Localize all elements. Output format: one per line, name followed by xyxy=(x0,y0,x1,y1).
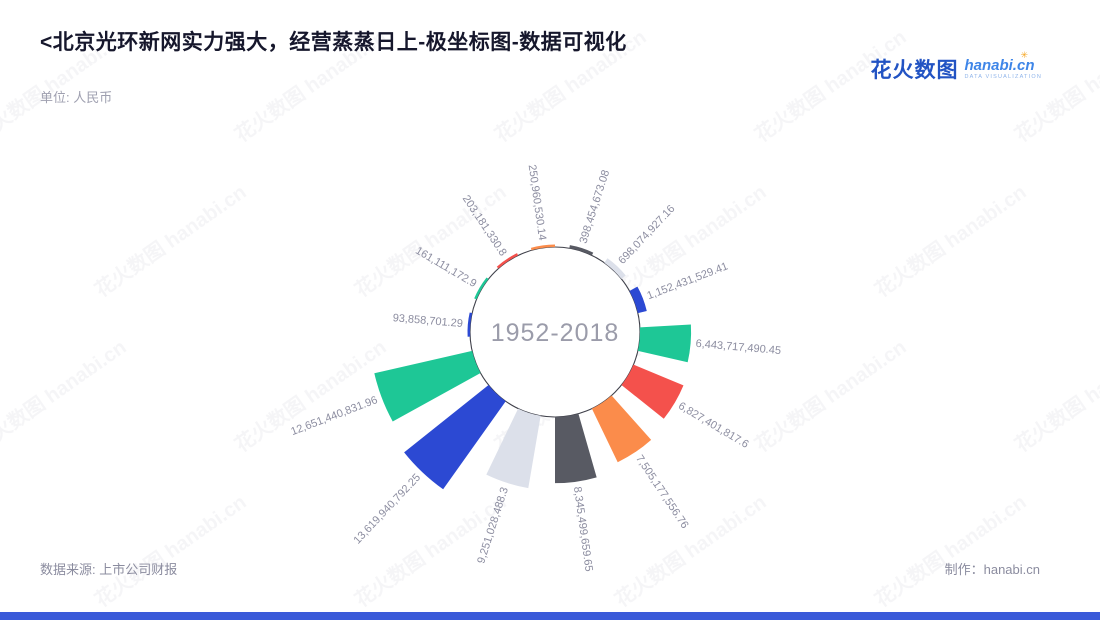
credit-note: 制作：hanabi.cn xyxy=(944,562,1040,577)
logo-en-text: hanabi.cn xyxy=(964,56,1035,74)
polar-bar[interactable] xyxy=(569,245,594,256)
bar-value-label: 250,960,530.14 xyxy=(526,164,549,241)
polar-bar[interactable] xyxy=(629,286,647,314)
bar-value-label: 12,651,440,831.96 xyxy=(289,394,379,438)
polar-bar[interactable] xyxy=(637,324,692,363)
polar-bar[interactable] xyxy=(467,312,473,337)
bar-value-label: 203,181,330.8 xyxy=(460,193,509,258)
bar-value-label: 6,827,401,817.6 xyxy=(676,400,751,451)
logo-sparkle-icon: ✳ xyxy=(1020,49,1028,60)
polar-bar[interactable] xyxy=(621,364,684,419)
bar-value-label: 698,074,927.16 xyxy=(616,203,677,267)
polar-bar[interactable] xyxy=(374,350,481,422)
polar-bar[interactable] xyxy=(486,408,541,489)
polar-bar[interactable] xyxy=(496,253,519,269)
polar-bar[interactable] xyxy=(555,413,597,484)
bottom-accent-bar xyxy=(0,612,1100,620)
bar-value-label: 1,152,431,529.41 xyxy=(645,260,729,302)
polar-bar[interactable] xyxy=(474,277,489,300)
bar-value-label: 6,443,717,490.45 xyxy=(695,338,781,357)
logo-subtitle-text: DATA VISUALIZATION xyxy=(964,73,1042,80)
bar-value-label: 8,345,499,659.65 xyxy=(571,486,595,572)
bar-value-label: 161,111,172.9 xyxy=(413,245,478,290)
bar-value-label: 93,858,701.29 xyxy=(392,312,463,330)
polar-bar[interactable] xyxy=(591,395,652,463)
bar-value-label: 7,505,177,556.76 xyxy=(633,453,691,531)
polar-bar[interactable] xyxy=(604,258,626,279)
polar-bar[interactable] xyxy=(404,385,506,490)
bar-value-label: 13,619,940,792.25 xyxy=(351,472,423,547)
page-title: <北京光环新网实力强大，经营蒸蒸日上-极坐标图-数据可视化 xyxy=(40,31,627,54)
hanabi-logo: 花火数图 ✳ hanabi.cn DATA VISUALIZATION xyxy=(870,49,1042,84)
data-source-note: 数据来源: 上市公司财报 xyxy=(40,562,178,577)
bar-value-label: 9,251,028,488.3 xyxy=(475,486,511,565)
center-year-label: 1952-2018 xyxy=(491,319,620,347)
logo-cn-text: 花火数图 xyxy=(870,59,959,82)
bars-group xyxy=(374,244,692,490)
bar-value-label: 398,454,673.08 xyxy=(577,169,612,245)
polar-bar[interactable] xyxy=(530,244,555,251)
unit-note: 单位: 人民币 xyxy=(40,90,113,105)
